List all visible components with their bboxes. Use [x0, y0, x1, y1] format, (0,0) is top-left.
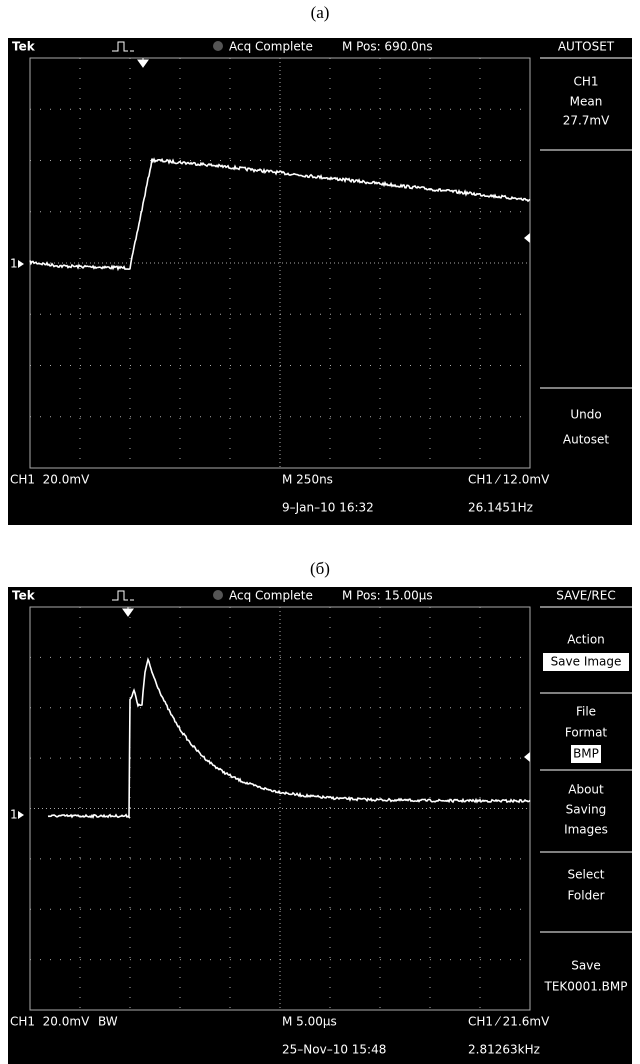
trigger-setting: CH1 ⁄ 12.0mV — [468, 473, 550, 487]
timebase: M 250ns — [282, 473, 333, 487]
menu-text: Select — [567, 868, 604, 882]
menu-selected: BMP — [573, 747, 599, 761]
menu-text: Saving — [566, 803, 607, 817]
status: Acq Complete — [229, 40, 313, 54]
bandwidth-limit: BW — [98, 1015, 118, 1029]
brand: Tek — [12, 589, 36, 603]
menu-text: Images — [564, 823, 608, 837]
menu-text: TEK0001.BMP — [544, 980, 628, 994]
page: (a) Tek Acq Complete M Pos: 690.0ns AUTOSET 1… — [0, 0, 640, 1064]
date: 25–Nov–10 15:48 — [282, 1043, 386, 1057]
channel-scale: CH1 20.0mV — [10, 473, 90, 487]
timebase: M 5.00µs — [282, 1015, 337, 1029]
position: M Pos: 690.0ns — [342, 40, 433, 54]
menu-selected: Save Image — [551, 655, 622, 669]
scope-figure: (б) Tek Acq Complete M Pos: 15.00µs SAVE/REC… — [8, 559, 632, 1064]
brand: Tek — [12, 40, 36, 54]
menu-text: Folder — [567, 889, 604, 903]
menu-text: Autoset — [563, 433, 609, 447]
menu-text: Format — [565, 726, 608, 740]
menu-text: Save — [571, 959, 600, 973]
status-dot — [213, 590, 223, 600]
caption: (б) — [310, 559, 330, 578]
frequency: 2.81263kHz — [468, 1043, 540, 1057]
menu-title: AUTOSET — [558, 40, 615, 54]
channel-scale: CH1 20.0mV — [10, 1015, 90, 1029]
status-dot — [213, 41, 223, 51]
position: M Pos: 15.00µs — [342, 589, 433, 603]
caption: (a) — [311, 3, 330, 22]
menu-text: 27.7mV — [563, 114, 610, 128]
frequency: 26.1451Hz — [468, 501, 533, 515]
menu-text: Mean — [570, 95, 603, 109]
trigger-setting: CH1 ⁄ 21.6mV — [468, 1015, 550, 1029]
menu-text: File — [576, 705, 596, 719]
menu-text: CH1 — [573, 75, 598, 89]
scope-screen — [8, 38, 632, 525]
date: 9–Jan–10 16:32 — [282, 501, 374, 515]
menu-text: Undo — [570, 408, 601, 422]
scope-figure: (a) Tek Acq Complete M Pos: 690.0ns AUTOSET 1… — [8, 3, 632, 525]
menu-text: About — [568, 783, 604, 797]
scope-screen — [8, 587, 632, 1064]
ground-marker: 1 — [10, 808, 18, 822]
status: Acq Complete — [229, 589, 313, 603]
menu-text: Action — [567, 633, 605, 647]
ground-marker: 1 — [10, 257, 18, 271]
menu-title: SAVE/REC — [556, 589, 615, 603]
